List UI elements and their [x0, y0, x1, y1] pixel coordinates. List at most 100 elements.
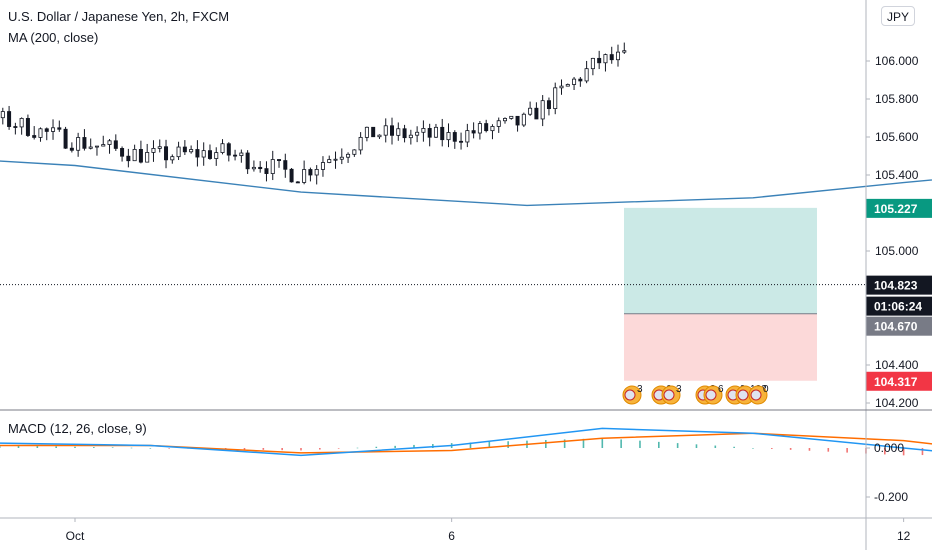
macd-tick-label: -0.200 — [874, 490, 908, 504]
histogram-bar — [827, 448, 830, 452]
price-tick-label: 105.400 — [875, 168, 919, 182]
histogram-bar — [658, 441, 660, 448]
candle-body — [13, 126, 18, 128]
current-price-tag-bg — [866, 275, 932, 295]
current-price-tag-text: 104.823 — [874, 279, 918, 293]
candle-body — [126, 155, 131, 162]
candle-body — [69, 147, 74, 151]
candle-body — [339, 156, 344, 160]
candle-body — [603, 54, 608, 64]
candle-body — [157, 146, 162, 149]
stop-zone — [624, 313, 817, 381]
candle-body — [509, 115, 514, 119]
candle-body — [57, 127, 62, 130]
candle-body — [572, 78, 577, 85]
histogram-bar — [620, 439, 622, 448]
candle-body — [452, 132, 457, 142]
candle-body — [578, 78, 583, 82]
histogram-bar — [846, 448, 848, 453]
histogram-bar — [356, 447, 359, 449]
histogram-bar — [149, 448, 152, 449]
candle-body — [584, 68, 589, 82]
candle-body — [138, 148, 143, 163]
candle-body — [101, 144, 106, 147]
histogram-bar — [582, 438, 585, 448]
candle-body — [503, 118, 508, 122]
histogram-bar — [168, 448, 170, 449]
flag-icon — [737, 389, 749, 401]
candle-body — [251, 166, 256, 170]
candle-body — [233, 154, 238, 157]
candle-body — [408, 134, 413, 139]
histogram-bar — [808, 448, 811, 451]
candle-body — [289, 168, 294, 183]
candle-body — [314, 169, 319, 176]
candle-body — [94, 145, 99, 148]
candle-body — [484, 123, 489, 132]
candle-body — [308, 169, 313, 176]
histogram-bar — [563, 439, 566, 448]
stop-price-tag: 104.317 — [866, 371, 932, 391]
candle-body — [553, 87, 558, 110]
candle-body — [490, 126, 495, 132]
ma-line — [0, 160, 932, 207]
current-price-tag: 104.823 — [866, 275, 932, 295]
histogram-bar — [601, 438, 604, 448]
histogram-bar — [639, 440, 641, 448]
histogram-bar — [93, 447, 95, 448]
candle-body — [622, 50, 627, 53]
candle-body — [76, 137, 81, 151]
histogram-bar — [545, 440, 547, 448]
ma-legend: MA (200, close) — [8, 30, 99, 45]
macd-tick-label: 0.000 — [874, 441, 904, 455]
candle-body — [333, 158, 338, 161]
histogram-bar — [902, 448, 905, 456]
candle-body — [145, 152, 150, 163]
candle-body — [565, 84, 570, 87]
event-count: 3 — [676, 384, 682, 395]
histogram-bar — [243, 448, 246, 450]
event-count: 6 — [718, 384, 724, 395]
countdown-tag-bg — [866, 296, 932, 316]
price-tick-label: 104.200 — [875, 396, 919, 410]
candle-body — [421, 128, 426, 133]
event-count: 3 — [637, 384, 643, 395]
currency-badge[interactable]: JPY — [881, 6, 915, 26]
chart-title: U.S. Dollar / Japanese Yen, 2h, FXCM — [8, 9, 230, 24]
candle-body — [120, 148, 125, 157]
histogram-bar — [375, 446, 378, 448]
candle-body — [377, 134, 382, 138]
candle-body — [277, 159, 282, 161]
histogram-bar — [789, 448, 792, 450]
candle-body — [107, 140, 112, 145]
candle-body — [270, 159, 275, 174]
entry-price-tag: 104.670 — [866, 316, 932, 336]
candle-body — [383, 125, 388, 136]
candle-body — [239, 152, 244, 156]
histogram-bar — [111, 447, 114, 448]
candle-body — [402, 128, 407, 139]
candle-body — [164, 146, 169, 161]
histogram-bar — [733, 446, 735, 448]
candle-body — [427, 128, 432, 138]
histogram-bar — [281, 448, 283, 451]
candle-body — [390, 125, 395, 136]
macd-pane[interactable] — [0, 427, 932, 504]
macd-line — [0, 427, 932, 457]
candle-body — [226, 143, 231, 156]
candle-body — [465, 130, 470, 143]
histogram-bar — [432, 444, 434, 448]
candle-body — [207, 150, 212, 159]
histogram-bar — [17, 445, 20, 448]
price-pane[interactable]: 105.227104.82301:06:24104.670104.3173638… — [0, 42, 932, 405]
price-tick-label: 105.600 — [875, 130, 919, 144]
candle-body — [51, 127, 56, 132]
candle-body — [170, 156, 175, 161]
candle-body — [151, 148, 156, 153]
price-tick-label: 104.400 — [875, 358, 919, 372]
candle-body — [176, 146, 181, 158]
histogram-bar — [300, 448, 302, 451]
histogram-bar — [921, 448, 924, 456]
histogram-bar — [488, 441, 491, 448]
